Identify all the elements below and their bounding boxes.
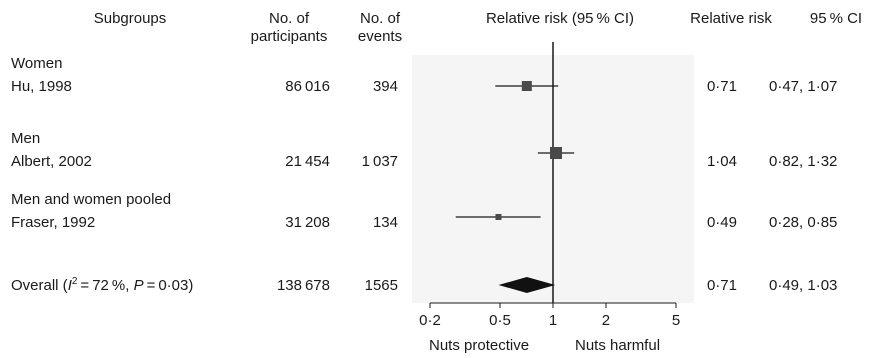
point-estimate	[495, 214, 502, 220]
overall-relative-risk: 0·71	[706, 277, 737, 294]
overall-ci: 0·49, 1·03	[769, 277, 838, 294]
header-participants-line2: participants	[250, 28, 328, 45]
overall-label: Overall (I2 = 72 %, P = 0·03)	[11, 276, 194, 295]
x-axis-tick-label: 0·2	[419, 312, 441, 329]
point-estimate	[521, 81, 532, 91]
ci-value: 0·82, 1·32	[769, 153, 838, 170]
events-count: 134	[372, 214, 398, 231]
overall-events: 1565	[364, 277, 398, 294]
study-name: Fraser, 1992	[11, 214, 96, 231]
group-label-men: Men	[11, 130, 41, 147]
x-axis-tick-label: 5	[672, 312, 680, 329]
point-estimate	[549, 147, 562, 159]
header-relative-risk-ci: Relative risk (95 % CI)	[485, 10, 635, 27]
group-label-women: Women	[11, 55, 63, 72]
header-subgroups: Subgroups	[93, 10, 167, 27]
participants-count: 21 454	[285, 153, 330, 170]
relative-risk-value: 0·49	[706, 214, 737, 231]
participants-count: 86 016	[285, 78, 330, 95]
x-axis-tick-label: 0·5	[489, 312, 511, 329]
study-name: Albert, 2002	[11, 153, 92, 170]
header-participants-line1: No. of	[268, 10, 310, 27]
x-axis-tick-label: 1	[549, 312, 557, 329]
events-count: 394	[372, 78, 398, 95]
group-label-pooled: Men and women pooled	[11, 191, 172, 208]
study-name: Hu, 1998	[11, 78, 72, 95]
ci-value: 0·47, 1·07	[769, 78, 838, 95]
axis-note-harmful: Nuts harmful	[575, 337, 661, 354]
relative-risk-value: 1·04	[706, 153, 737, 170]
overall-diamond	[498, 277, 556, 293]
participants-count: 31 208	[285, 214, 330, 231]
header-ci: 95 % CI	[809, 10, 863, 27]
overall-participants: 138 678	[276, 277, 330, 294]
events-count: 1 037	[361, 153, 398, 170]
header-events-line1: No. of	[359, 10, 401, 27]
header-relative-risk: Relative risk	[690, 10, 772, 27]
x-axis-tick-label: 2	[602, 312, 610, 329]
relative-risk-value: 0·71	[706, 78, 737, 95]
ci-value: 0·28, 0·85	[769, 214, 838, 231]
header-events-line2: events	[357, 28, 403, 45]
axis-note-protective: Nuts protective	[429, 337, 530, 354]
